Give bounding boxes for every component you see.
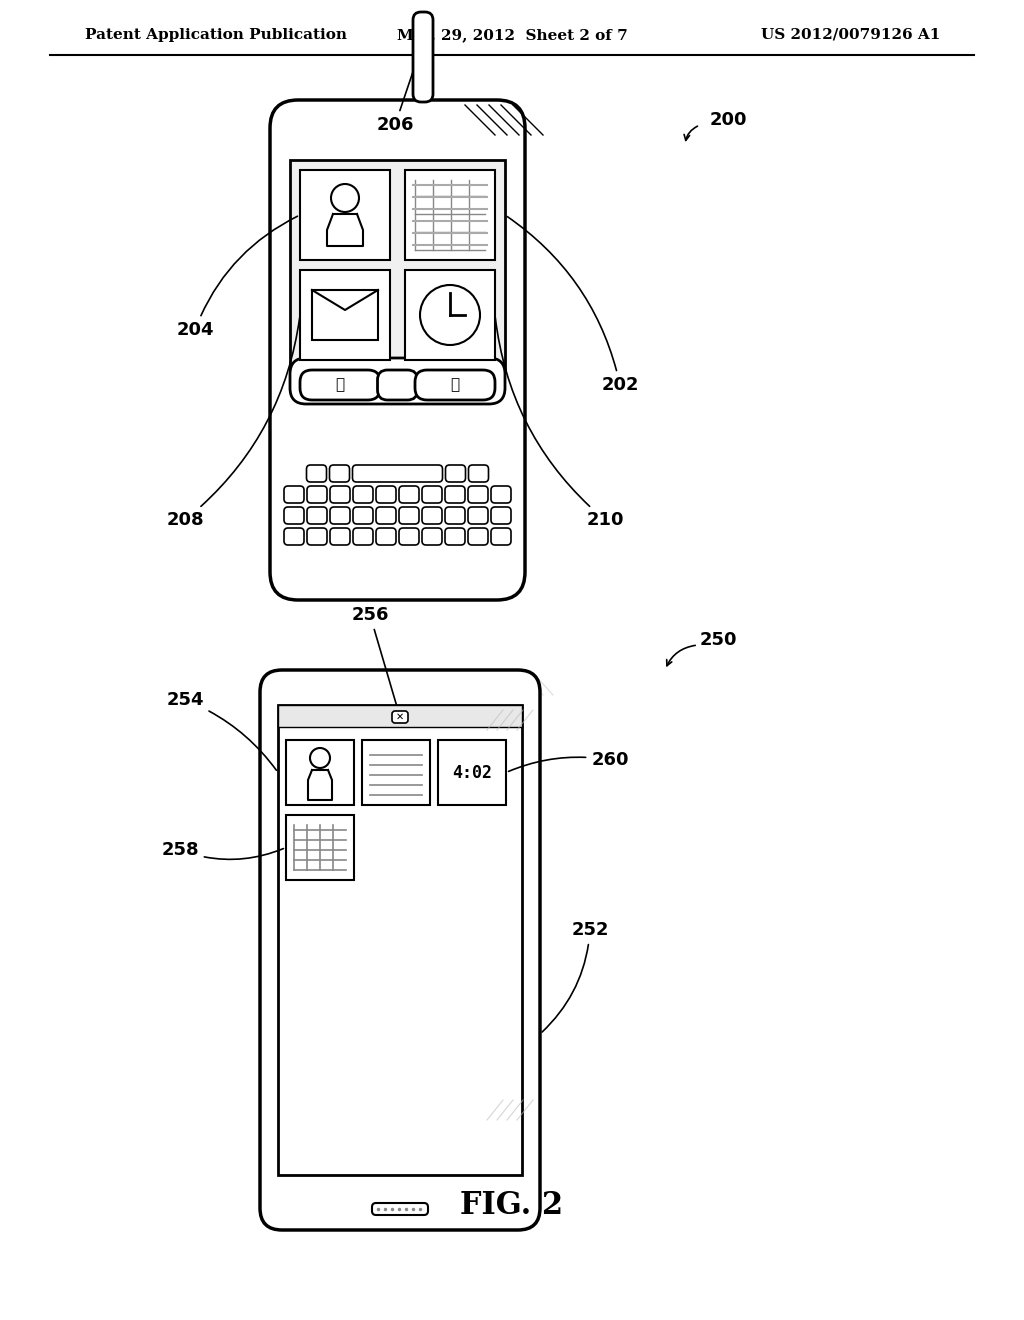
Bar [278, 705, 522, 727]
FancyBboxPatch shape [399, 486, 419, 503]
FancyBboxPatch shape [422, 486, 442, 503]
FancyBboxPatch shape [352, 465, 442, 482]
FancyBboxPatch shape [392, 711, 408, 723]
Text: 📞: 📞 [336, 378, 344, 392]
FancyBboxPatch shape [445, 528, 465, 545]
FancyBboxPatch shape [330, 507, 350, 524]
Circle shape [420, 285, 480, 345]
FancyBboxPatch shape [468, 528, 488, 545]
Text: 206: 206 [376, 45, 422, 135]
FancyBboxPatch shape [490, 486, 511, 503]
Text: 256: 256 [351, 606, 399, 714]
FancyBboxPatch shape [284, 507, 304, 524]
Text: 260: 260 [509, 751, 629, 771]
FancyBboxPatch shape [378, 370, 418, 400]
Bar [406, 271, 495, 360]
Text: 202: 202 [507, 216, 639, 393]
Text: 210: 210 [496, 318, 624, 529]
Text: 208: 208 [166, 318, 300, 529]
Text: 258: 258 [161, 841, 284, 859]
Circle shape [310, 748, 330, 768]
Bar [286, 814, 354, 880]
FancyBboxPatch shape [399, 528, 419, 545]
Bar [438, 741, 506, 805]
Bar [300, 271, 390, 360]
Text: Patent Application Publication: Patent Application Publication [85, 28, 347, 42]
FancyBboxPatch shape [445, 486, 465, 503]
FancyBboxPatch shape [330, 528, 350, 545]
Text: 254: 254 [166, 690, 276, 771]
FancyBboxPatch shape [399, 507, 419, 524]
FancyBboxPatch shape [307, 528, 327, 545]
Circle shape [331, 183, 359, 213]
FancyBboxPatch shape [422, 528, 442, 545]
FancyBboxPatch shape [445, 507, 465, 524]
Text: 250: 250 [700, 631, 737, 649]
FancyBboxPatch shape [330, 486, 350, 503]
FancyBboxPatch shape [330, 465, 349, 482]
FancyBboxPatch shape [376, 528, 396, 545]
Text: 📵: 📵 [451, 378, 460, 392]
FancyBboxPatch shape [284, 486, 304, 503]
Bar [312, 290, 378, 341]
Text: 204: 204 [176, 216, 298, 339]
FancyBboxPatch shape [376, 486, 396, 503]
Text: Mar. 29, 2012  Sheet 2 of 7: Mar. 29, 2012 Sheet 2 of 7 [396, 28, 628, 42]
Bar [290, 160, 505, 370]
FancyBboxPatch shape [490, 528, 511, 545]
FancyBboxPatch shape [415, 370, 495, 400]
Text: 252: 252 [542, 921, 608, 1032]
FancyBboxPatch shape [490, 507, 511, 524]
Bar [300, 170, 390, 260]
Text: FIG. 2: FIG. 2 [461, 1189, 563, 1221]
FancyBboxPatch shape [284, 528, 304, 545]
FancyBboxPatch shape [290, 358, 505, 404]
Text: ✕: ✕ [396, 711, 404, 722]
FancyBboxPatch shape [270, 100, 525, 601]
FancyBboxPatch shape [372, 1203, 428, 1214]
FancyBboxPatch shape [422, 507, 442, 524]
FancyBboxPatch shape [468, 507, 488, 524]
FancyBboxPatch shape [353, 507, 373, 524]
FancyBboxPatch shape [300, 370, 380, 400]
FancyBboxPatch shape [260, 671, 540, 1230]
FancyBboxPatch shape [468, 486, 488, 503]
FancyBboxPatch shape [307, 486, 327, 503]
Text: US 2012/0079126 A1: US 2012/0079126 A1 [761, 28, 940, 42]
Bar [278, 705, 522, 1175]
Bar [406, 170, 495, 260]
Bar [286, 741, 354, 805]
FancyBboxPatch shape [413, 12, 433, 102]
FancyBboxPatch shape [307, 507, 327, 524]
FancyBboxPatch shape [376, 507, 396, 524]
FancyBboxPatch shape [306, 465, 327, 482]
FancyBboxPatch shape [353, 486, 373, 503]
Bar [362, 741, 430, 805]
Text: 200: 200 [710, 111, 748, 129]
Text: 4:02: 4:02 [452, 763, 492, 781]
FancyBboxPatch shape [445, 465, 466, 482]
FancyBboxPatch shape [469, 465, 488, 482]
FancyBboxPatch shape [353, 528, 373, 545]
